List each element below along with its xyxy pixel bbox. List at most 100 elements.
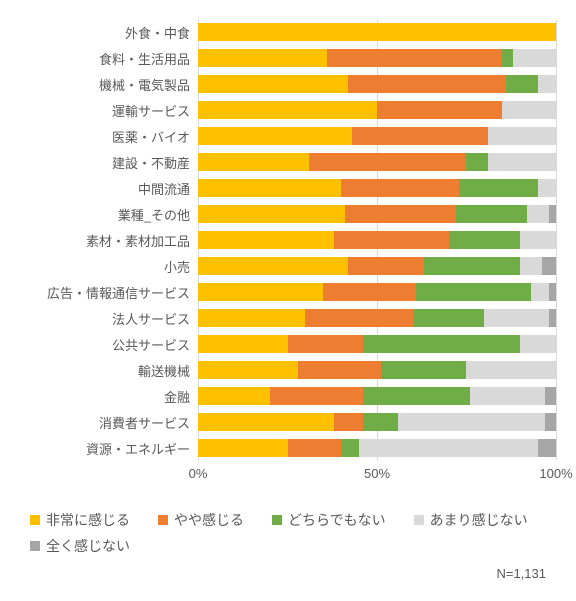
bar-segment	[413, 309, 485, 327]
bar-segment	[527, 205, 548, 223]
bar-segment	[198, 309, 305, 327]
bar-track	[198, 309, 556, 327]
table-row: 機械・電気製品	[10, 72, 556, 96]
category-label: 医薬・バイオ	[10, 127, 198, 146]
legend-label: あまり感じない	[430, 510, 528, 530]
bar-segment	[198, 387, 270, 405]
bar-segment	[520, 231, 556, 249]
table-row: 建設・不動産	[10, 150, 556, 174]
x-axis-ticks: 0%50%100%	[198, 464, 556, 486]
bar-segment	[381, 361, 467, 379]
bar-segment	[538, 75, 556, 93]
legend: 非常に感じる やや感じる どちらでもない あまり感じない全く感じない	[30, 510, 550, 556]
category-label: 外食・中食	[10, 23, 198, 42]
legend-item: 全く感じない	[30, 536, 130, 556]
bar-segment	[502, 49, 513, 67]
table-row: 輸送機械	[10, 358, 556, 382]
x-axis: 0%50%100%	[10, 464, 556, 486]
legend-swatch	[30, 515, 40, 525]
bar-segment	[466, 153, 487, 171]
bar-track	[198, 101, 556, 119]
table-row: 運輸サービス	[10, 98, 556, 122]
stacked-bar-chart: 外食・中食食料・生活用品機械・電気製品運輸サービス医薬・バイオ建設・不動産中間流…	[10, 20, 556, 486]
bar-track	[198, 49, 556, 67]
legend-label: やや感じる	[174, 510, 244, 530]
bar-segment	[327, 49, 502, 67]
bars-container: 外食・中食食料・生活用品機械・電気製品運輸サービス医薬・バイオ建設・不動産中間流…	[10, 20, 556, 460]
table-row: 広告・情報通信サービス	[10, 280, 556, 304]
bar-segment	[466, 361, 556, 379]
bar-track	[198, 283, 556, 301]
bar-segment	[449, 231, 521, 249]
table-row: 外食・中食	[10, 20, 556, 44]
bar-segment	[484, 309, 548, 327]
bar-segment	[270, 387, 363, 405]
bar-segment	[341, 439, 359, 457]
bar-track	[198, 75, 556, 93]
category-label: 広告・情報通信サービス	[10, 283, 198, 302]
bar-segment	[198, 413, 334, 431]
bar-segment	[198, 205, 345, 223]
bar-track	[198, 335, 556, 353]
table-row: 資源・エネルギー	[10, 436, 556, 460]
bar-segment	[538, 179, 556, 197]
category-label: 法人サービス	[10, 309, 198, 328]
bar-segment	[198, 335, 288, 353]
bar-segment	[198, 439, 288, 457]
legend-swatch	[414, 515, 424, 525]
x-tick-label: 0%	[189, 466, 208, 481]
category-label: 公共サービス	[10, 335, 198, 354]
table-row: 中間流通	[10, 176, 556, 200]
bar-segment	[542, 257, 556, 275]
bar-segment	[341, 179, 459, 197]
bar-segment	[288, 439, 342, 457]
bar-segment	[198, 257, 348, 275]
bar-segment	[398, 413, 545, 431]
bar-segment	[416, 283, 531, 301]
bar-segment	[502, 101, 556, 119]
bar-segment	[288, 335, 363, 353]
bar-track	[198, 205, 556, 223]
bar-segment	[198, 153, 309, 171]
table-row: 金融	[10, 384, 556, 408]
legend-item: あまり感じない	[414, 510, 528, 530]
bar-segment	[363, 335, 521, 353]
bar-segment	[506, 75, 538, 93]
bar-segment	[198, 283, 323, 301]
legend-label: どちらでもない	[288, 510, 386, 530]
bar-segment	[488, 127, 556, 145]
table-row: 素材・素材加工品	[10, 228, 556, 252]
x-tick-label: 100%	[539, 466, 572, 481]
bar-segment	[198, 49, 327, 67]
sample-size-note: N=1,131	[10, 566, 556, 581]
bar-segment	[348, 257, 423, 275]
legend-label: 非常に感じる	[46, 510, 130, 530]
bar-segment	[520, 335, 556, 353]
legend-label: 全く感じない	[46, 536, 130, 556]
bar-segment	[363, 413, 399, 431]
category-label: 輸送機械	[10, 361, 198, 380]
bar-segment	[334, 231, 449, 249]
bar-segment	[352, 127, 488, 145]
legend-item: どちらでもない	[272, 510, 386, 530]
legend-swatch	[272, 515, 282, 525]
bar-segment	[520, 257, 541, 275]
bar-segment	[549, 205, 556, 223]
bar-track	[198, 231, 556, 249]
bar-segment	[198, 361, 298, 379]
bar-track	[198, 179, 556, 197]
category-label: 機械・電気製品	[10, 75, 198, 94]
bar-track	[198, 23, 556, 41]
bar-segment	[459, 179, 538, 197]
bar-segment	[198, 231, 334, 249]
legend-swatch	[158, 515, 168, 525]
bar-segment	[538, 439, 556, 457]
table-row: 法人サービス	[10, 306, 556, 330]
bar-segment	[198, 23, 556, 41]
bar-segment	[323, 283, 416, 301]
x-tick-label: 50%	[364, 466, 390, 481]
category-label: 建設・不動産	[10, 153, 198, 172]
bar-track	[198, 153, 556, 171]
category-label: 消費者サービス	[10, 413, 198, 432]
legend-item: やや感じる	[158, 510, 244, 530]
